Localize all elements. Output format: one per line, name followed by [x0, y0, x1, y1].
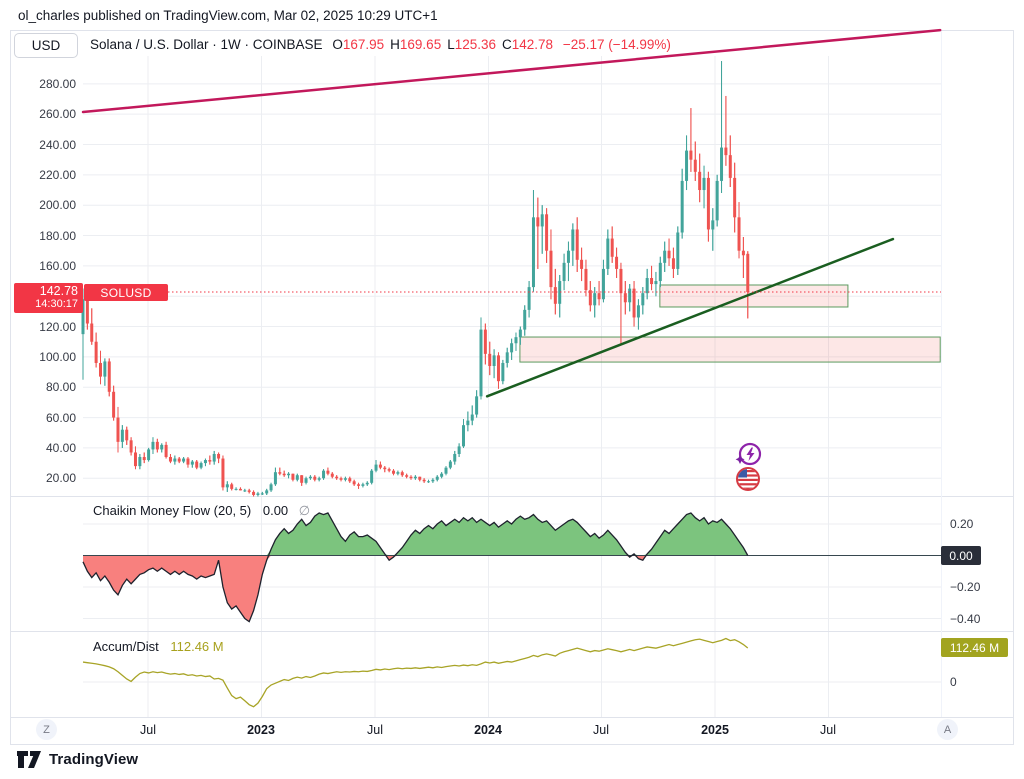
price-scale-label: 80.00 — [45, 380, 76, 395]
price-scale-label: 260.00 — [39, 107, 76, 122]
price-scale-label: 40.00 — [45, 440, 76, 455]
ohlc-values: O167.95 H169.65 L125.36 C142.78 — [332, 37, 559, 52]
candlesticks — [81, 61, 750, 497]
time-scale-label: Jul — [140, 723, 156, 737]
ad-panel-title: Accum/Dist 112.46 M — [93, 639, 224, 654]
upper-resistance-line — [81, 28, 942, 114]
time-scale-label: Jul — [367, 723, 383, 737]
ohlc-key: L — [447, 37, 455, 52]
lightning-sticker-icon — [735, 442, 762, 466]
tradingview-brand-text: TradingView — [49, 751, 139, 768]
cmf-line — [82, 512, 749, 623]
cmf-empty-icon: ∅ — [298, 503, 311, 518]
tradingview-logo-icon — [17, 751, 41, 768]
ad-title: Accum/Dist — [93, 639, 159, 654]
time-scale-label: Jul — [820, 723, 836, 737]
symbol-title: Solana / U.S. Dollar · 1W · COINBASE — [90, 37, 323, 52]
change-value: −25.17 (−14.99%) — [562, 37, 671, 52]
supply-zone-upper — [659, 284, 849, 308]
price-scale-label: 180.00 — [39, 228, 76, 243]
time-scale-label-year: 2025 — [701, 723, 729, 737]
cmf-scale-label: −0.20 — [950, 580, 981, 594]
ohlc-number: 167.95 — [342, 37, 385, 52]
price-scale-label: 20.00 — [45, 471, 76, 486]
rising-support-line — [485, 237, 895, 398]
current-price: 142.78 — [39, 284, 78, 298]
symbol-flag-badge: SOLUSD — [84, 284, 168, 301]
symbol-info-bar: Solana / U.S. Dollar · 1W · COINBASE O16… — [90, 37, 671, 52]
ohlc-number: 125.36 — [454, 37, 497, 52]
price-scale-label: 120.00 — [39, 319, 76, 334]
timezone-chip[interactable]: Z — [36, 719, 57, 740]
price-scale-label: 160.00 — [39, 258, 76, 273]
cmf-scale-label: −0.40 — [950, 611, 981, 626]
cmf-positive-area — [83, 512, 748, 556]
price-scale-label: 240.00 — [39, 137, 76, 152]
ad-value-badge: 112.46 M — [941, 638, 1008, 657]
time-scale-label-year: 2023 — [247, 723, 275, 737]
us-flag-coin-icon — [736, 467, 760, 491]
current-price-badge: 142.78 14:30:17 — [14, 283, 83, 313]
price-scale-label: 220.00 — [39, 167, 76, 182]
time-scale-label-year: 2024 — [474, 723, 502, 737]
ohlc-key: H — [390, 37, 400, 52]
accum-dist-line — [82, 637, 749, 708]
cmf-scale-label: 0.20 — [950, 517, 974, 531]
price-scale-label: 100.00 — [39, 349, 76, 364]
time-scale-label: Jul — [593, 723, 609, 737]
ad-zero-label: 0 — [950, 675, 957, 689]
currency-button[interactable]: USD — [14, 33, 78, 58]
price-scale-label: 200.00 — [39, 198, 76, 213]
tradingview-footer-link[interactable]: TradingView — [16, 750, 138, 769]
ohlc-number: 142.78 — [511, 37, 554, 52]
ohlc-number: 169.65 — [399, 37, 442, 52]
price-scale-label: 60.00 — [45, 410, 76, 425]
cmf-title: Chaikin Money Flow (20, 5) — [93, 503, 252, 518]
cmf-zero-badge: 0.00 — [941, 546, 981, 565]
cmf-value: 0.00 — [262, 503, 289, 518]
published-byline: ol_charles published on TradingView.com,… — [18, 8, 438, 23]
ad-value: 112.46 M — [170, 639, 224, 654]
cmf-panel-title: Chaikin Money Flow (20, 5) 0.00 ∅ — [93, 503, 310, 519]
countdown-timer: 14:30:17 — [35, 298, 78, 310]
axis-settings-chip[interactable]: A — [937, 719, 958, 740]
ohlc-key: O — [332, 37, 343, 52]
cmf-negative-area — [83, 555, 748, 622]
supply-zone-lower — [519, 336, 941, 363]
price-scale-label: 280.00 — [39, 76, 76, 91]
ohlc-key: C — [502, 37, 512, 52]
